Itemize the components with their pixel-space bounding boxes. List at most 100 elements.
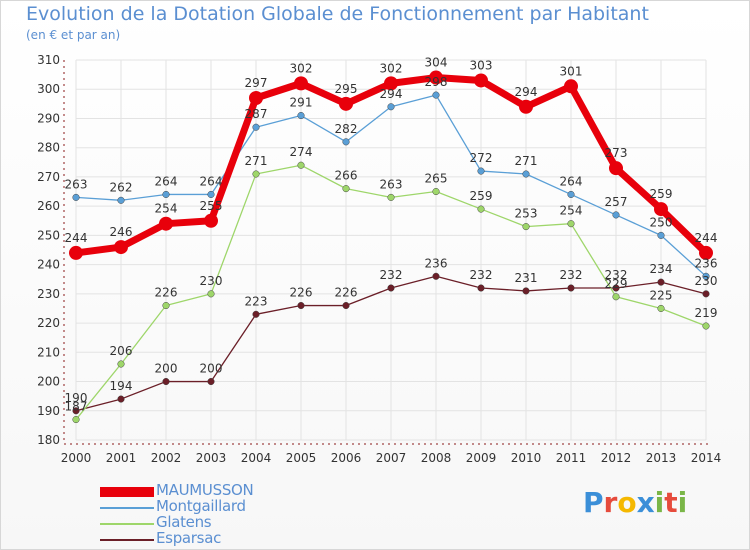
y-tick-label: 300 (37, 82, 60, 96)
data-point-esparsac (522, 287, 530, 295)
data-label-esparsac: 194 (110, 379, 133, 393)
data-point-montgaillard (612, 211, 620, 219)
data-label-glatens: 253 (515, 207, 538, 221)
data-point-esparsac (252, 310, 260, 318)
data-point-montgaillard (162, 190, 170, 199)
data-label-glatens: 219 (695, 306, 718, 320)
data-point-maumusson (654, 202, 668, 217)
data-label-montgaillard: 264 (155, 174, 178, 188)
data-label-montgaillard: 257 (605, 195, 628, 209)
data-point-maumusson (474, 73, 488, 88)
y-tick-label: 200 (37, 375, 60, 389)
data-point-glatens (342, 185, 350, 193)
data-point-maumusson (339, 96, 353, 111)
data-point-montgaillard (342, 138, 350, 146)
data-label-montgaillard: 291 (290, 96, 313, 110)
data-label-esparsac: 200 (200, 362, 223, 376)
data-label-montgaillard: 272 (470, 151, 493, 165)
x-tick-label: 2000 (61, 451, 92, 465)
data-label-glatens: 259 (470, 189, 493, 203)
data-point-montgaillard (702, 272, 710, 280)
data-point-esparsac (567, 284, 575, 292)
legend-swatch-esparsac (100, 539, 154, 541)
data-point-esparsac (387, 284, 395, 292)
legend-label-glatens: Glatens (156, 513, 212, 531)
y-tick-label: 190 (37, 404, 60, 418)
data-point-esparsac (432, 272, 440, 280)
legend-label-montgaillard: Montgaillard (156, 497, 246, 515)
data-point-esparsac (702, 290, 710, 298)
data-point-montgaillard (567, 190, 575, 199)
data-label-glatens: 225 (650, 288, 673, 302)
data-label-maumusson: 273 (605, 146, 628, 160)
data-point-maumusson (294, 76, 308, 91)
logo-letter: t (664, 486, 678, 519)
data-label-glatens: 229 (605, 277, 628, 291)
data-point-esparsac (342, 301, 350, 310)
logo-letter: x (636, 486, 655, 519)
legend-swatch-montgaillard (100, 507, 154, 509)
chart-title: Evolution de la Dotation Globale de Fonc… (26, 3, 649, 25)
data-label-montgaillard: 298 (425, 75, 448, 89)
x-tick-label: 2012 (601, 451, 632, 465)
data-label-glatens: 206 (110, 344, 133, 358)
data-label-montgaillard: 282 (335, 122, 358, 136)
data-point-montgaillard (387, 103, 395, 111)
data-point-montgaillard (252, 123, 260, 131)
data-point-maumusson (159, 216, 173, 231)
data-point-glatens (207, 290, 215, 298)
data-point-montgaillard (117, 196, 125, 204)
data-point-maumusson (699, 245, 713, 260)
data-point-montgaillard (297, 111, 305, 120)
data-point-maumusson (519, 99, 533, 114)
data-point-montgaillard (72, 193, 80, 201)
data-label-glatens: 187 (65, 400, 88, 414)
y-tick-label: 270 (37, 170, 60, 184)
x-tick-label: 2001 (106, 451, 137, 465)
data-label-montgaillard: 264 (560, 174, 583, 188)
legend-label-esparsac: Esparsac (156, 529, 222, 547)
data-label-glatens: 254 (560, 204, 583, 218)
data-label-esparsac: 231 (515, 271, 538, 285)
data-label-esparsac: 190 (65, 391, 88, 405)
data-point-maumusson (429, 70, 443, 85)
legend-swatch-glatens (100, 523, 154, 525)
data-point-montgaillard (432, 91, 440, 99)
data-label-esparsac: 234 (650, 262, 673, 276)
data-label-maumusson: 259 (650, 187, 673, 201)
y-tick-label: 310 (37, 53, 60, 67)
data-point-maumusson (249, 91, 263, 105)
y-tick-label: 240 (37, 258, 60, 272)
data-label-montgaillard: 294 (380, 87, 403, 101)
data-label-montgaillard: 262 (110, 180, 133, 194)
data-label-maumusson: 246 (110, 225, 133, 239)
data-label-maumusson: 301 (560, 64, 583, 78)
data-point-montgaillard (657, 231, 665, 239)
data-label-glatens: 230 (200, 274, 223, 288)
data-label-glatens: 271 (245, 154, 268, 168)
data-label-esparsac: 232 (380, 268, 403, 282)
y-tick-label: 290 (37, 111, 60, 125)
data-label-glatens: 274 (290, 145, 313, 159)
logo-letter: P (583, 486, 604, 519)
data-point-esparsac (72, 407, 80, 415)
data-label-maumusson: 303 (470, 58, 493, 72)
data-point-esparsac (207, 377, 215, 386)
y-tick-label: 180 (37, 433, 60, 447)
data-label-glatens: 263 (380, 177, 403, 191)
data-point-glatens (477, 205, 485, 213)
legend-swatch-maumusson (100, 487, 154, 497)
data-label-maumusson: 255 (200, 199, 223, 213)
data-point-montgaillard (522, 170, 530, 178)
y-tick-label: 220 (37, 316, 60, 330)
data-point-esparsac (117, 395, 125, 403)
x-tick-label: 2007 (376, 451, 407, 465)
data-point-glatens (72, 415, 80, 424)
data-point-montgaillard (207, 190, 215, 199)
data-point-maumusson (204, 213, 218, 228)
x-tick-label: 2006 (331, 451, 362, 465)
x-tick-label: 2013 (646, 451, 677, 465)
data-label-esparsac: 226 (335, 286, 358, 300)
x-tick-label: 2005 (286, 451, 317, 465)
x-tick-label: 2009 (466, 451, 497, 465)
